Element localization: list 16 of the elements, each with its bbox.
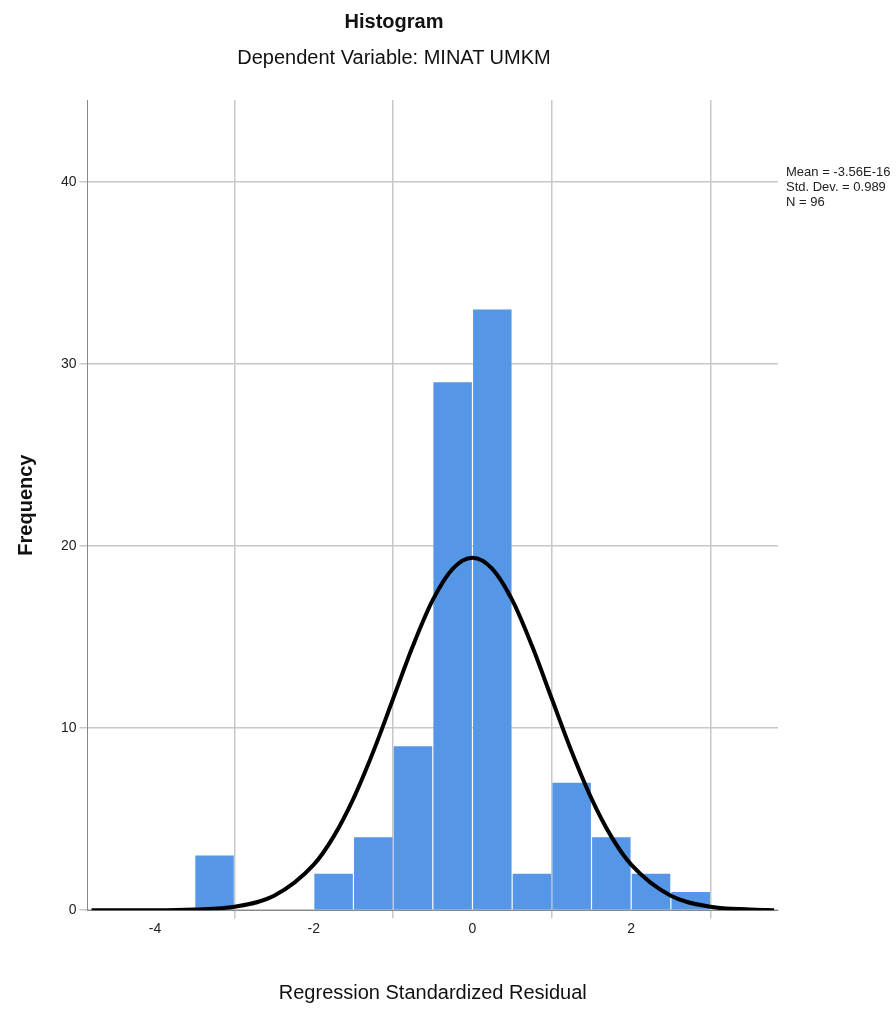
x-tick-label: -2: [307, 920, 321, 937]
text: Std. Dev. = 0.989: [786, 179, 886, 195]
chart-subtitle: Dependent Variable: MINAT UMKM: [237, 45, 551, 68]
y-tick-label: 40: [60, 172, 77, 189]
x-tick-label: 0: [468, 920, 477, 937]
text: N = 96: [786, 194, 825, 210]
x-tick-label: -4: [148, 920, 162, 937]
y-tick-label: 20: [60, 536, 77, 553]
text: Mean = -3.56E-16: [786, 164, 891, 180]
y-axis-title: Frequency: [13, 453, 36, 556]
x-axis-title: Regression Standardized Residual: [278, 980, 587, 1003]
y-tick-label: 10: [60, 718, 77, 735]
y-tick-label: 30: [60, 354, 77, 371]
x-tick-label: 2: [627, 920, 636, 937]
y-tick-label: 0: [68, 901, 77, 918]
chart-title: Histogram: [344, 9, 444, 32]
